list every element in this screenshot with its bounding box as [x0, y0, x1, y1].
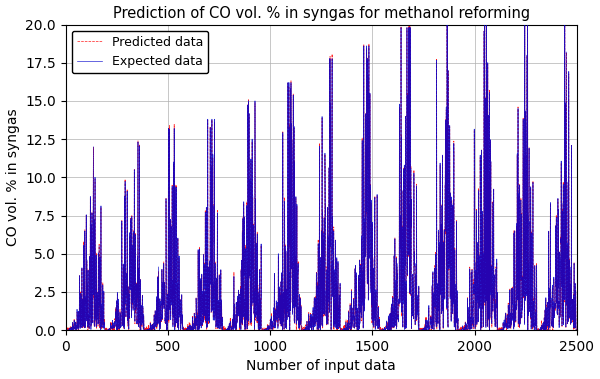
Expected data — [499, 327, 506, 332]
Y-axis label: CO vol. % in syngas: CO vol. % in syngas — [5, 108, 20, 246]
Expected data — [73, 323, 80, 327]
Line: Expected data: Expected data — [65, 0, 577, 330]
Expected data — [518, 314, 526, 319]
Predicted data — [519, 274, 526, 279]
Predicted data — [260, 325, 268, 330]
Title: Prediction of CO vol. % in syngas for methanol reforming: Prediction of CO vol. % in syngas for me… — [113, 6, 530, 20]
Expected data — [478, 325, 485, 330]
Legend: Predicted data, Expected data: Predicted data, Expected data — [72, 31, 208, 73]
Expected data — [62, 328, 69, 332]
Predicted data — [479, 229, 486, 233]
Expected data — [347, 327, 355, 332]
Predicted data — [443, 22, 451, 27]
Predicted data — [62, 328, 70, 332]
Predicted data — [573, 328, 580, 332]
Line: Predicted data: Predicted data — [65, 25, 577, 330]
Predicted data — [73, 328, 80, 332]
X-axis label: Number of input data: Number of input data — [247, 359, 396, 373]
Predicted data — [347, 324, 355, 329]
Predicted data — [62, 328, 69, 332]
Expected data — [573, 328, 580, 332]
Predicted data — [500, 320, 507, 325]
Expected data — [260, 327, 268, 332]
